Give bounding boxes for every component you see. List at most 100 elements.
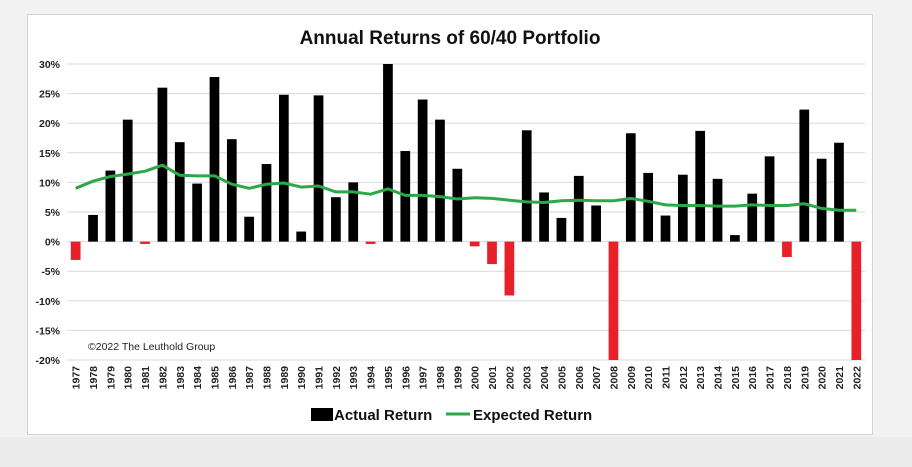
legend-actual-label: Actual Return — [334, 407, 432, 424]
bar-1998 — [435, 119, 445, 242]
bar-1990 — [296, 231, 307, 242]
x-tick-label: 1981 — [140, 366, 152, 390]
bar-2005 — [556, 217, 567, 242]
x-tick-label: 2002 — [504, 366, 516, 390]
x-tick-label: 2007 — [591, 366, 603, 390]
bar-2018 — [782, 241, 792, 257]
y-tick-label: -10% — [35, 296, 60, 308]
bar-1981 — [140, 241, 150, 244]
bar-1999 — [452, 168, 463, 242]
bar-2012 — [677, 174, 688, 242]
x-tick-label: 2000 — [470, 366, 482, 390]
bar-1977 — [70, 241, 81, 260]
x-tick-label: 1997 — [418, 366, 430, 390]
y-tick-label: -15% — [35, 325, 60, 337]
expected-return-line-group — [75, 163, 857, 212]
bar-1987 — [244, 216, 255, 242]
x-tick-label: 2010 — [643, 366, 655, 390]
y-tick-label: -5% — [41, 266, 60, 278]
bar-2019 — [799, 109, 810, 242]
x-tick-label: 2019 — [799, 366, 811, 390]
bar-2014 — [712, 178, 723, 242]
x-tick-label: 2013 — [695, 366, 707, 390]
y-tick-label: -20% — [35, 355, 60, 367]
bar-2022 — [851, 241, 862, 360]
bar-1980 — [122, 119, 133, 242]
bar-2008 — [608, 241, 619, 360]
x-tick-label: 2008 — [608, 366, 620, 390]
x-tick-label: 1994 — [366, 366, 378, 390]
x-tick-label: 1999 — [452, 366, 464, 390]
bar-1986 — [226, 139, 237, 242]
bar-1994 — [365, 241, 376, 244]
x-tick-label: 1983 — [175, 366, 187, 390]
x-tick-label: 1995 — [383, 366, 395, 390]
bar-1992 — [331, 197, 341, 242]
x-tick-label: 2012 — [678, 366, 690, 390]
copyright-note: ©2022 The Leuthold Group — [88, 341, 215, 353]
bar-2013 — [695, 130, 706, 242]
x-tick-label: 2006 — [574, 366, 586, 390]
y-axis: 30% 25% 20% 15% 10% 5% 0% -5% -10% -15% -20% — [35, 59, 60, 367]
bar-2001 — [487, 241, 497, 265]
bar-2010 — [643, 172, 654, 242]
bar-2020 — [816, 158, 827, 242]
bar-1983 — [174, 142, 185, 242]
bar-1995 — [383, 64, 393, 242]
x-tick-label: 1989 — [279, 366, 291, 390]
bar-1985 — [209, 77, 220, 242]
x-tick-label: 1992 — [331, 366, 343, 390]
x-tick-label: 1991 — [314, 366, 326, 390]
x-tick-label: 1996 — [400, 366, 412, 390]
x-tick-label: 1977 — [71, 366, 83, 390]
y-tick-label: 0% — [45, 237, 61, 249]
x-axis: 1977 1978 1979 1980 1981 1982 1983 1984 1985 1986… — [71, 366, 864, 390]
bar-2006 — [573, 175, 584, 242]
y-tick-label: 10% — [39, 177, 61, 189]
bar-1984 — [192, 183, 202, 242]
x-tick-label: 1982 — [157, 366, 169, 390]
bar-2000 — [469, 241, 480, 247]
gridlines — [67, 63, 865, 361]
bottom-band — [0, 437, 912, 467]
x-tick-label: 2022 — [851, 366, 863, 390]
bar-2016 — [747, 193, 758, 242]
x-tick-label: 1987 — [244, 366, 256, 390]
x-tick-label: 1990 — [296, 366, 308, 390]
legend: Actual Return Expected Return — [311, 407, 592, 424]
x-tick-label: 1978 — [88, 366, 100, 390]
chart-frame — [27, 14, 873, 435]
x-tick-label: 1998 — [435, 366, 447, 390]
y-tick-label: 25% — [39, 89, 61, 101]
bar-1988 — [261, 164, 272, 242]
x-tick-label: 2017 — [765, 366, 777, 390]
chart-title: Annual Returns of 60/40 Portfolio — [300, 28, 601, 49]
x-tick-label: 2003 — [522, 366, 534, 390]
x-tick-label: 2014 — [713, 366, 725, 390]
y-tick-label: 20% — [39, 118, 61, 130]
x-tick-label: 2011 — [661, 366, 673, 389]
bar-1989 — [278, 94, 289, 242]
x-tick-label: 2004 — [539, 366, 551, 390]
x-tick-label: 2020 — [817, 366, 829, 390]
expected-return-line — [75, 163, 857, 212]
y-tick-label: 5% — [45, 207, 61, 219]
x-tick-label: 1988 — [262, 366, 274, 390]
bar-1991 — [313, 95, 324, 242]
bar-2017 — [764, 156, 775, 242]
x-tick-label: 2005 — [556, 366, 568, 390]
bar-2002 — [504, 241, 515, 296]
x-tick-label: 2009 — [626, 366, 638, 390]
x-tick-label: 2001 — [487, 366, 499, 390]
bar-1993 — [348, 182, 359, 242]
x-tick-label: 1980 — [123, 366, 135, 390]
x-tick-label: 1986 — [227, 366, 239, 390]
bar-2003 — [521, 130, 532, 242]
x-tick-label: 1993 — [348, 366, 360, 390]
x-tick-label: 1985 — [209, 366, 221, 390]
x-tick-label: 2021 — [834, 366, 846, 390]
x-tick-label: 2015 — [730, 366, 742, 390]
bar-2021 — [834, 142, 844, 242]
y-tick-label: 30% — [39, 59, 61, 71]
